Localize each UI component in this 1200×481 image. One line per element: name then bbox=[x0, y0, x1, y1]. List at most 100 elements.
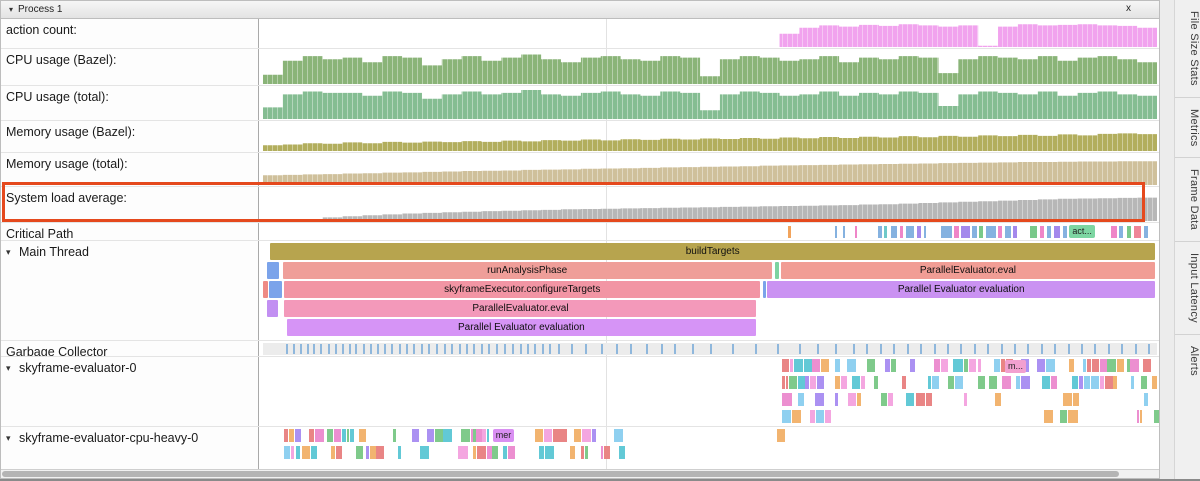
gc-tick[interactable] bbox=[799, 344, 802, 354]
gc-tick[interactable] bbox=[835, 344, 838, 354]
trace-block[interactable] bbox=[1136, 410, 1140, 423]
gc-tick[interactable] bbox=[481, 344, 484, 354]
critical-path-track[interactable]: act... bbox=[259, 223, 1159, 240]
trace-block[interactable] bbox=[342, 429, 346, 442]
trace-block[interactable] bbox=[461, 429, 470, 442]
trace-block[interactable] bbox=[434, 429, 443, 442]
track-label-cpu-bazel[interactable]: CPU usage (Bazel): bbox=[1, 49, 259, 85]
gc-tick[interactable] bbox=[458, 344, 461, 354]
critical-path-segment[interactable] bbox=[835, 226, 838, 238]
gc-tick[interactable] bbox=[710, 344, 712, 354]
tab-frame-data[interactable]: Frame Data bbox=[1175, 158, 1200, 243]
trace-block[interactable] bbox=[573, 429, 582, 442]
trace-block[interactable] bbox=[817, 376, 825, 389]
gc-tick[interactable] bbox=[893, 344, 896, 354]
track-label-system-load[interactable]: System load average: bbox=[1, 187, 259, 222]
trace-block[interactable] bbox=[840, 376, 848, 389]
gc-tick[interactable] bbox=[933, 344, 936, 354]
horizontal-scrollbar[interactable] bbox=[1, 469, 1159, 478]
gc-tick[interactable] bbox=[443, 344, 446, 354]
trace-block[interactable] bbox=[788, 376, 798, 389]
gc-tick[interactable] bbox=[866, 344, 869, 354]
gc-tick[interactable] bbox=[1081, 344, 1083, 354]
trace-block[interactable] bbox=[552, 429, 563, 442]
trace-block[interactable] bbox=[486, 429, 490, 442]
trace-block[interactable] bbox=[978, 376, 986, 389]
trace-span[interactable]: ParallelEvaluator.eval bbox=[284, 300, 757, 317]
trace-block[interactable] bbox=[302, 446, 311, 459]
critical-path-segment[interactable] bbox=[986, 226, 996, 238]
trace-block[interactable] bbox=[604, 446, 610, 459]
close-icon[interactable]: x bbox=[1126, 3, 1131, 14]
trace-block[interactable] bbox=[502, 446, 508, 459]
gc-tick[interactable] bbox=[629, 344, 632, 354]
tab-alerts[interactable]: Alerts bbox=[1188, 346, 1200, 377]
gc-tick[interactable] bbox=[383, 344, 386, 354]
critical-path-segment[interactable] bbox=[971, 226, 978, 238]
cpu-bazel-chart[interactable] bbox=[259, 49, 1159, 85]
trace-span[interactable]: runAnalysisPhase bbox=[282, 262, 772, 279]
trace-block[interactable] bbox=[327, 429, 333, 442]
trace-span[interactable] bbox=[267, 300, 279, 317]
trace-block[interactable] bbox=[507, 446, 515, 459]
trace-block[interactable] bbox=[458, 446, 468, 459]
trace-block[interactable] bbox=[473, 446, 477, 459]
track-label-main-thread[interactable]: ▾ Main Thread bbox=[1, 241, 259, 340]
trace-block[interactable] bbox=[856, 393, 862, 406]
critical-path-segment[interactable] bbox=[979, 226, 984, 238]
skyframe-evaluator-0-track[interactable]: m... bbox=[259, 357, 1159, 426]
trace-span[interactable]: Parallel Evaluator evaluation bbox=[767, 281, 1156, 298]
trace-block[interactable] bbox=[782, 410, 791, 423]
trace-block[interactable] bbox=[427, 429, 434, 442]
trace-block[interactable] bbox=[825, 410, 831, 423]
trace-block[interactable] bbox=[538, 446, 545, 459]
trace-block[interactable] bbox=[310, 446, 318, 459]
trace-span[interactable] bbox=[267, 262, 280, 279]
gc-tick[interactable] bbox=[376, 344, 379, 354]
tab-input-latency[interactable]: Input Latency bbox=[1175, 242, 1200, 336]
gc-tick[interactable] bbox=[435, 344, 438, 354]
gc-tick[interactable] bbox=[526, 344, 529, 354]
trace-block[interactable] bbox=[1071, 376, 1079, 389]
trace-block[interactable] bbox=[887, 393, 894, 406]
gc-tick[interactable] bbox=[616, 344, 619, 354]
trace-block[interactable] bbox=[584, 446, 588, 459]
gc-tick[interactable] bbox=[549, 344, 552, 354]
trace-block[interactable] bbox=[928, 376, 932, 389]
trace-block[interactable] bbox=[1068, 359, 1075, 372]
trace-block[interactable] bbox=[931, 376, 940, 389]
trace-block[interactable] bbox=[420, 446, 429, 459]
trace-block[interactable] bbox=[909, 359, 915, 372]
gc-tick[interactable] bbox=[348, 344, 351, 354]
trace-block[interactable] bbox=[867, 359, 875, 372]
gc-tick[interactable] bbox=[334, 344, 337, 354]
trace-block[interactable] bbox=[947, 376, 955, 389]
trace-block[interactable] bbox=[797, 393, 804, 406]
critical-path-segment[interactable] bbox=[923, 226, 927, 238]
trace-block[interactable] bbox=[330, 446, 335, 459]
critical-path-segment[interactable] bbox=[1054, 226, 1061, 238]
trace-block[interactable] bbox=[874, 376, 879, 389]
critical-path-segment[interactable] bbox=[1013, 226, 1017, 238]
trace-block[interactable] bbox=[392, 429, 396, 442]
trace-block[interactable] bbox=[798, 376, 805, 389]
gc-tick[interactable] bbox=[853, 344, 856, 354]
trace-block[interactable] bbox=[333, 429, 342, 442]
critical-path-segment[interactable] bbox=[905, 226, 914, 238]
trace-block[interactable] bbox=[847, 359, 856, 372]
trace-block[interactable] bbox=[885, 359, 891, 372]
tab-file-size-stats[interactable]: File Size Stats bbox=[1175, 0, 1200, 98]
trace-block[interactable] bbox=[820, 359, 830, 372]
trace-block[interactable] bbox=[785, 376, 789, 389]
trace-block[interactable] bbox=[482, 429, 486, 442]
expand-arrow-icon[interactable]: ▾ bbox=[6, 363, 11, 373]
trace-block[interactable] bbox=[1141, 376, 1148, 389]
gc-tick[interactable] bbox=[313, 344, 316, 354]
trace-block[interactable] bbox=[1104, 376, 1113, 389]
gc-tick[interactable] bbox=[465, 344, 468, 354]
gc-tick[interactable] bbox=[754, 344, 757, 354]
trace-block[interactable] bbox=[346, 429, 349, 442]
trace-block[interactable] bbox=[1037, 359, 1046, 372]
critical-path-segment[interactable] bbox=[878, 226, 882, 238]
gc-tick[interactable] bbox=[450, 344, 453, 354]
